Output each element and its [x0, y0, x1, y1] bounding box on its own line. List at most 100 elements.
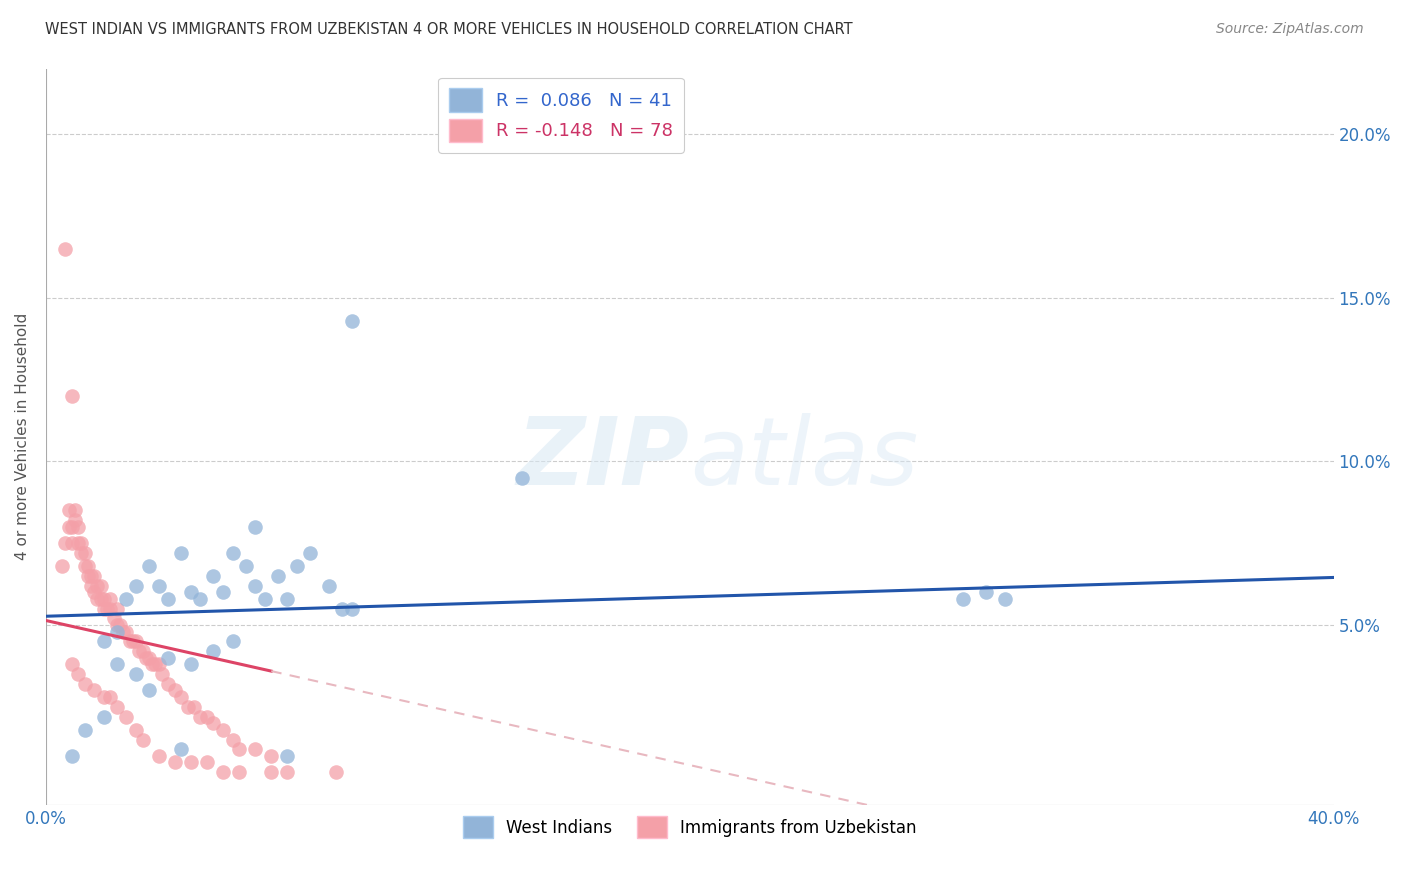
Point	[150, 667, 173, 681]
Point	[276, 748, 298, 763]
Point	[202, 716, 225, 731]
Point	[83, 585, 105, 599]
Point	[170, 690, 193, 704]
Point	[103, 611, 125, 625]
Point	[90, 591, 112, 606]
Point	[86, 591, 108, 606]
Point	[163, 756, 186, 770]
Point	[115, 709, 138, 723]
Point	[60, 536, 83, 550]
Point	[128, 644, 150, 658]
Point	[276, 591, 298, 606]
Point	[135, 650, 157, 665]
Point	[51, 559, 73, 574]
Point	[93, 690, 115, 704]
Point	[195, 709, 218, 723]
Point	[138, 650, 160, 665]
Point	[180, 756, 202, 770]
Point	[63, 513, 86, 527]
Point	[98, 591, 121, 606]
Point	[260, 765, 283, 780]
Point	[70, 536, 93, 550]
Point	[190, 591, 212, 606]
Point	[67, 536, 90, 550]
Point	[994, 591, 1017, 606]
Point	[952, 591, 974, 606]
Point	[157, 591, 180, 606]
Point	[170, 742, 193, 756]
Point	[235, 559, 257, 574]
Point	[212, 723, 235, 737]
Point	[73, 723, 96, 737]
Point	[138, 559, 160, 574]
Point	[228, 742, 250, 756]
Point	[245, 520, 267, 534]
Point	[80, 569, 103, 583]
Y-axis label: 4 or more Vehicles in Household: 4 or more Vehicles in Household	[15, 313, 30, 560]
Point	[195, 756, 218, 770]
Point	[212, 585, 235, 599]
Point	[105, 618, 128, 632]
Point	[267, 569, 290, 583]
Point	[148, 748, 170, 763]
Point	[157, 650, 180, 665]
Point	[228, 765, 250, 780]
Point	[108, 618, 131, 632]
Point	[83, 569, 105, 583]
Point	[298, 546, 321, 560]
Text: Source: ZipAtlas.com: Source: ZipAtlas.com	[1216, 22, 1364, 37]
Point	[253, 591, 276, 606]
Point	[176, 699, 198, 714]
Point	[318, 579, 340, 593]
Point	[105, 657, 128, 672]
Point	[202, 569, 225, 583]
Point	[58, 503, 80, 517]
Point	[105, 624, 128, 639]
Point	[141, 657, 163, 672]
Point	[330, 601, 353, 615]
Point	[138, 683, 160, 698]
Point	[131, 732, 153, 747]
Point	[325, 765, 347, 780]
Point	[73, 559, 96, 574]
Legend: West Indians, Immigrants from Uzbekistan: West Indians, Immigrants from Uzbekistan	[456, 810, 924, 845]
Point	[90, 579, 112, 593]
Point	[125, 723, 148, 737]
Point	[340, 601, 363, 615]
Point	[115, 591, 138, 606]
Point	[148, 579, 170, 593]
Point	[163, 683, 186, 698]
Point	[512, 471, 534, 485]
Point	[83, 683, 105, 698]
Point	[122, 634, 145, 648]
Point	[93, 591, 115, 606]
Point	[125, 667, 148, 681]
Point	[96, 601, 118, 615]
Point	[125, 579, 148, 593]
Point	[86, 579, 108, 593]
Point	[105, 601, 128, 615]
Point	[67, 667, 90, 681]
Point	[80, 579, 103, 593]
Point	[260, 748, 283, 763]
Point	[148, 657, 170, 672]
Point	[60, 657, 83, 672]
Point	[245, 579, 267, 593]
Point	[212, 765, 235, 780]
Text: ZIP: ZIP	[517, 413, 690, 505]
Point	[115, 624, 138, 639]
Point	[93, 634, 115, 648]
Point	[183, 699, 205, 714]
Point	[53, 242, 76, 256]
Point	[285, 559, 308, 574]
Point	[73, 546, 96, 560]
Point	[180, 585, 202, 599]
Text: WEST INDIAN VS IMMIGRANTS FROM UZBEKISTAN 4 OR MORE VEHICLES IN HOUSEHOLD CORREL: WEST INDIAN VS IMMIGRANTS FROM UZBEKISTA…	[45, 22, 852, 37]
Point	[202, 644, 225, 658]
Point	[60, 520, 83, 534]
Point	[340, 313, 363, 327]
Point	[170, 546, 193, 560]
Point	[131, 644, 153, 658]
Point	[93, 601, 115, 615]
Point	[125, 634, 148, 648]
